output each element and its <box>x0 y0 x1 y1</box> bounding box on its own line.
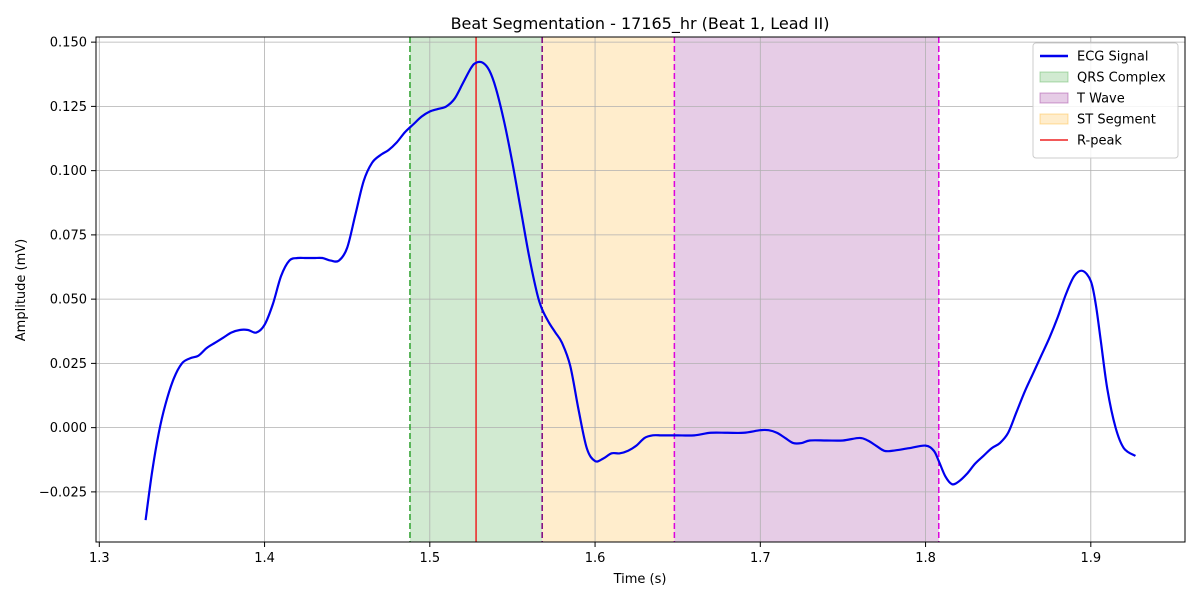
legend-label-ecg-signal: ECG Signal <box>1077 50 1148 65</box>
y-tick-label: 0.000 <box>50 421 87 436</box>
x-tick-label: 1.4 <box>254 551 275 566</box>
x-ticks: 1.3 1.4 1.5 1.6 1.7 1.8 1.9 <box>89 542 1101 566</box>
chart-title: Beat Segmentation - 17165_hr (Beat 1, Le… <box>451 14 830 34</box>
y-tick-label: 0.100 <box>50 164 87 179</box>
legend-label-st-segment: ST Segment <box>1077 113 1156 128</box>
series-line-ecg-signal <box>144 60 1137 521</box>
legend-swatch-st-segment <box>1039 113 1069 125</box>
grid-layer <box>96 37 1185 542</box>
y-ticks: −0.025 0.000 0.025 0.050 0.075 0.100 0.125 0.15… <box>39 36 96 500</box>
series-layer <box>144 60 1137 521</box>
x-tick-label: 1.8 <box>915 551 936 566</box>
legend-label-qrs-complex: QRS Complex <box>1077 71 1166 86</box>
x-tick-label: 1.3 <box>89 551 110 566</box>
legend-box <box>1032 42 1179 159</box>
region-st-segment <box>542 37 675 542</box>
y-tick-label: 0.025 <box>50 357 87 372</box>
y-tick-label: 0.075 <box>50 228 87 243</box>
y-axis-label: Amplitude (mV) <box>14 239 29 341</box>
legend-label-t-wave: T Wave <box>1076 92 1125 107</box>
x-tick-label: 1.9 <box>1080 551 1101 566</box>
y-tick-label: −0.025 <box>39 485 87 500</box>
x-tick-label: 1.7 <box>750 551 771 566</box>
region-t-wave <box>674 37 939 542</box>
boundary-lines-layer <box>409 37 940 542</box>
legend-swatch-t-wave <box>1039 92 1069 104</box>
legend-swatch-qrs-complex <box>1039 71 1069 83</box>
y-tick-label: 0.150 <box>50 36 87 51</box>
legend: ECG Signal QRS Complex T Wave ST Segment R-p… <box>1032 42 1179 159</box>
x-tick-label: 1.5 <box>419 551 440 566</box>
y-tick-label: 0.125 <box>50 100 87 115</box>
legend-label-r-peak: R-peak <box>1077 134 1122 149</box>
y-tick-label: 0.050 <box>50 293 87 308</box>
plot-frame <box>95 36 1186 543</box>
x-axis-label: Time (s) <box>613 572 667 587</box>
x-tick-label: 1.6 <box>585 551 606 566</box>
